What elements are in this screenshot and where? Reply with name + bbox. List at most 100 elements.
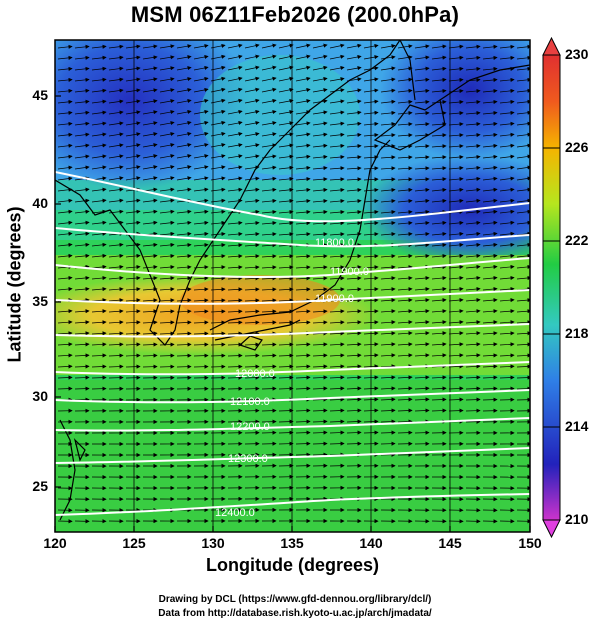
- wind-arrow: [125, 154, 141, 159]
- wind-arrow: [499, 66, 515, 71]
- wind-arrow: [414, 331, 430, 336]
- wind-arrow: [448, 375, 464, 380]
- wind-arrow: [125, 88, 141, 93]
- wind-arrow: [74, 242, 90, 247]
- wind-arrow: [261, 364, 277, 369]
- wind-arrow: [159, 77, 175, 82]
- wind-arrow: [499, 198, 515, 203]
- wind-arrow: [499, 320, 515, 325]
- wind-arrow: [91, 364, 107, 369]
- wind-arrow: [176, 309, 192, 314]
- wind-arrow: [516, 342, 530, 347]
- wind-arrow: [482, 231, 498, 236]
- wind-arrow: [448, 187, 464, 192]
- wind-arrow: [91, 165, 107, 170]
- wind-arrow: [244, 43, 260, 49]
- wind-arrow: [465, 375, 481, 380]
- wind-arrow: [448, 264, 464, 270]
- wind-arrow: [227, 98, 243, 104]
- colorbar-tick-label: 218: [565, 325, 589, 341]
- wind-arrow: [74, 231, 90, 236]
- wind-arrow: [312, 54, 328, 60]
- wind-arrow: [91, 353, 107, 358]
- wind-arrow: [465, 198, 481, 203]
- wind-arrow: [516, 220, 530, 225]
- wind-arrow: [227, 331, 243, 336]
- wind-arrow: [414, 231, 430, 237]
- wind-arrow: [312, 154, 328, 160]
- wind-arrow: [210, 109, 226, 115]
- wind-arrow: [465, 231, 481, 236]
- wind-arrow: [91, 198, 107, 203]
- wind-arrow: [125, 198, 141, 203]
- wind-arrow: [261, 232, 277, 237]
- wind-arrow: [261, 276, 277, 281]
- wind-arrow: [74, 220, 90, 225]
- wind-arrow: [176, 87, 192, 93]
- wind-arrow: [448, 77, 464, 83]
- wind-arrow: [329, 408, 345, 413]
- wind-arrow: [142, 110, 158, 115]
- wind-arrow: [363, 419, 379, 424]
- wind-arrow: [278, 309, 294, 314]
- wind-arrow: [363, 375, 379, 380]
- wind-arrow: [312, 331, 328, 336]
- wind-arrow: [465, 275, 481, 281]
- wind-arrow: [414, 342, 430, 347]
- wind-arrow: [448, 88, 464, 94]
- wind-arrow: [431, 44, 447, 49]
- wind-arrow: [346, 166, 362, 171]
- wind-arrow: [261, 243, 277, 248]
- wind-arrow: [142, 154, 158, 159]
- wind-arrow: [499, 121, 515, 126]
- x-tick-label: 135: [280, 535, 304, 551]
- wind-arrow: [227, 220, 243, 226]
- wind-arrow: [57, 342, 73, 347]
- wind-arrow: [312, 375, 328, 380]
- wind-arrow: [176, 320, 192, 325]
- wind-arrow: [176, 187, 192, 192]
- wind-arrow: [227, 165, 243, 170]
- wind-arrow: [380, 99, 396, 104]
- wind-arrow: [431, 408, 447, 413]
- wind-arrow: [91, 331, 107, 336]
- wind-arrow: [125, 220, 141, 225]
- wind-arrow: [482, 198, 498, 203]
- wind-arrow: [482, 44, 498, 49]
- wind-arrow: [210, 276, 226, 281]
- wind-arrow: [465, 154, 481, 160]
- wind-arrow: [431, 177, 447, 182]
- wind-arrow: [414, 66, 430, 71]
- wind-arrow: [414, 99, 430, 105]
- wind-arrow: [278, 320, 294, 325]
- wind-arrow: [363, 55, 379, 60]
- wind-arrow: [142, 298, 158, 303]
- wind-arrow: [57, 55, 73, 60]
- wind-arrow: [74, 342, 90, 347]
- wind-arrow: [414, 122, 430, 127]
- wind-arrow: [363, 77, 379, 82]
- wind-arrow: [465, 99, 481, 105]
- wind-arrow: [346, 386, 362, 391]
- wind-arrow: [465, 386, 481, 391]
- wind-arrow: [227, 265, 243, 270]
- wind-arrow: [108, 298, 124, 303]
- wind-arrow: [176, 220, 192, 225]
- wind-arrow: [380, 110, 396, 116]
- x-axis-label: Longitude (degrees): [205, 555, 379, 575]
- x-tick-label: 145: [438, 535, 462, 551]
- wind-arrow: [516, 44, 530, 49]
- wind-arrow: [380, 386, 396, 391]
- wind-arrow: [159, 142, 175, 148]
- wind-arrow: [380, 55, 396, 60]
- wind-arrow: [108, 253, 124, 258]
- wind-arrow: [193, 242, 209, 248]
- wind-arrow: [465, 364, 481, 369]
- wind-arrow: [312, 320, 328, 325]
- wind-arrow: [397, 353, 413, 358]
- wind-arrow: [431, 166, 447, 171]
- wind-arrow: [380, 77, 396, 82]
- wind-arrow: [346, 265, 362, 270]
- wind-arrow: [227, 120, 243, 126]
- temperature-field: 11800.0 11900.0 11900.0 12000.0 12100.0 …: [55, 40, 530, 532]
